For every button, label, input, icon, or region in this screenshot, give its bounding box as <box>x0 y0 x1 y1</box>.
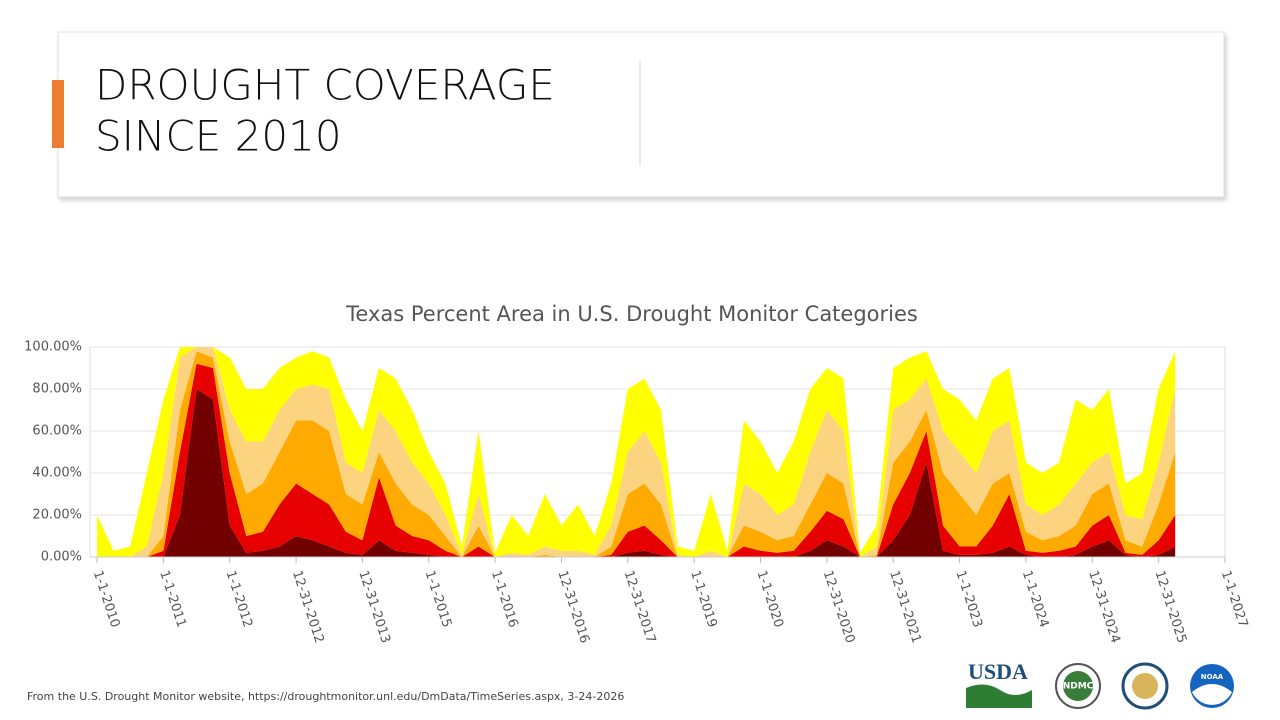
logo-text: NOAA <box>1201 673 1224 681</box>
area <box>97 351 1176 557</box>
area <box>97 363 1176 557</box>
slide-title: SINCE 2010 <box>95 112 342 161</box>
x-tick-label: 1-1-2010 <box>90 569 123 630</box>
x-tick-label: 12-31-2020 <box>820 569 858 645</box>
area <box>97 347 1176 557</box>
y-tick-label: 100.00% <box>24 340 82 355</box>
x-tick-label: 12-31-2024 <box>1085 569 1123 645</box>
x-tick-label: 12-31-2025 <box>1152 569 1190 645</box>
x-tick-label: 1-1-2016 <box>488 569 521 630</box>
plot: 0.00% 20.00% 40.00% 60.00% 80.00% 100.00% 1-1-… <box>24 340 1250 646</box>
title-box <box>57 31 1225 198</box>
accent-bar <box>52 80 64 148</box>
logo-shape <box>1063 671 1093 701</box>
x-tick-label: 1-1-2019 <box>687 569 720 630</box>
logo-text: USDA <box>968 659 1028 684</box>
x-tick-label: 1-1-2020 <box>753 569 786 630</box>
y-tick-label: 60.00% <box>32 424 82 439</box>
logo-shape <box>1192 684 1232 705</box>
y-tick-label: 0.00% <box>41 550 82 565</box>
chart-title: Texas Percent Area in U.S. Drought Monit… <box>345 302 918 326</box>
logo-shape <box>1132 673 1158 699</box>
y-tick-label: 20.00% <box>32 508 82 523</box>
y-tick-label: 40.00% <box>32 466 82 481</box>
x-tick-label: 12-31-2021 <box>886 569 924 645</box>
x-tick-label: 12-31-2016 <box>554 569 592 645</box>
area <box>97 389 1176 557</box>
area <box>97 347 1176 557</box>
logo-shape <box>966 684 1032 708</box>
x-tick-label: 12-31-2017 <box>621 569 659 645</box>
x-tick-label: 1-1-2027 <box>1218 569 1251 630</box>
x-tick-label: 12-31-2012 <box>289 569 327 645</box>
x-tick-label: 12-31-2013 <box>355 569 393 645</box>
source-note: From the U.S. Drought Monitor website, h… <box>27 690 624 703</box>
x-tick-label: 1-1-2012 <box>223 569 256 630</box>
x-tick-label: 1-1-2024 <box>1019 569 1052 630</box>
logo-text: NDMC <box>1063 682 1094 692</box>
slide-title: DROUGHT COVERAGE <box>95 61 555 110</box>
x-tick-label: 1-1-2023 <box>952 569 985 630</box>
logos: USDA NDMC NOAA <box>966 659 1234 710</box>
x-tick-label: 1-1-2015 <box>422 569 455 630</box>
x-tick-label: 1-1-2011 <box>156 569 189 630</box>
y-tick-label: 80.00% <box>32 382 82 397</box>
